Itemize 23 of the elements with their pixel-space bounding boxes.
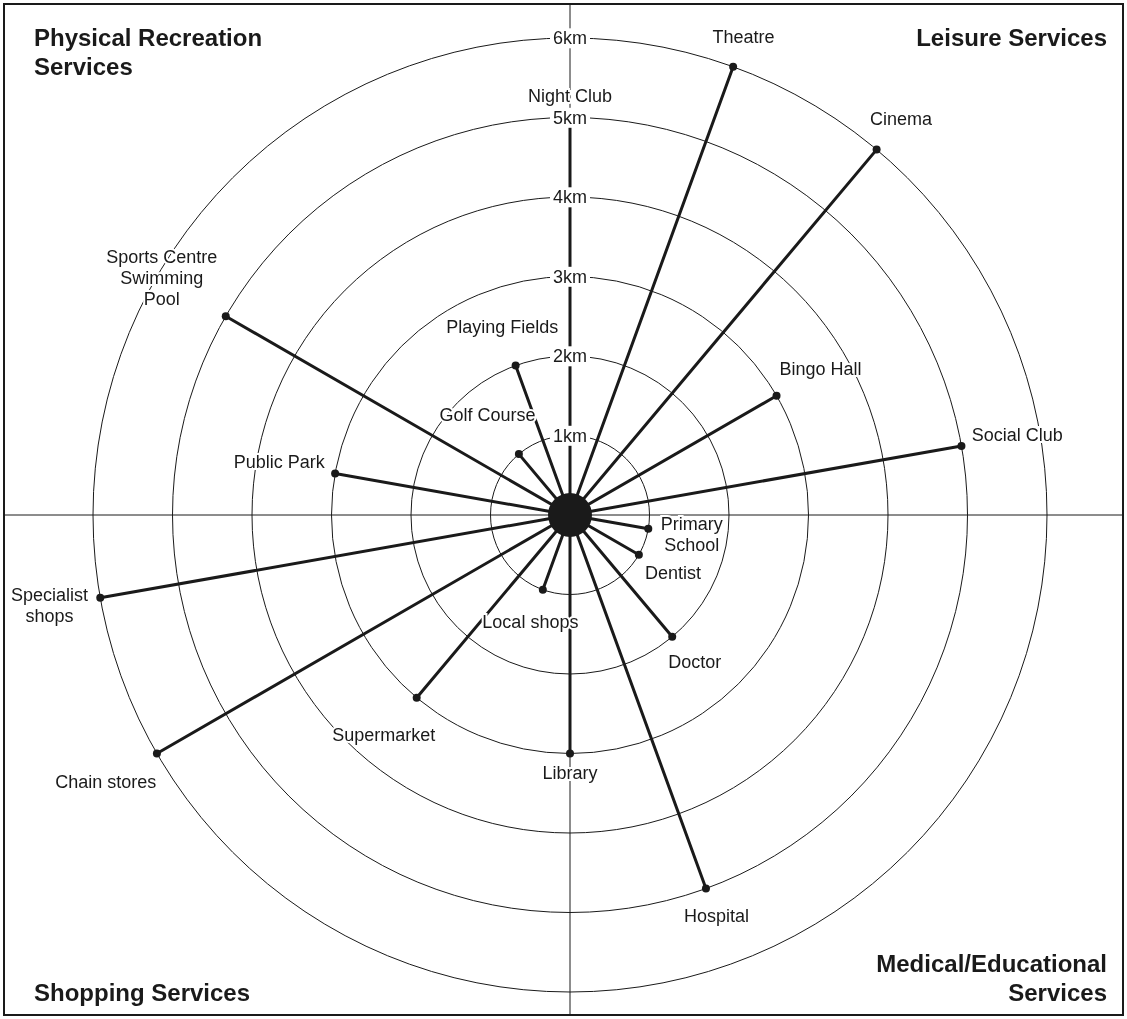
y-tick-label: 6km bbox=[552, 28, 588, 49]
spoke-label: Night Club bbox=[527, 85, 613, 106]
y-tick-label: 3km bbox=[552, 266, 588, 287]
spoke-label: Supermarket bbox=[332, 725, 436, 746]
text: Medical/Educational Services bbox=[876, 950, 1107, 1006]
spoke-label: Doctor bbox=[668, 652, 722, 673]
spoke-label: Social Club bbox=[971, 424, 1063, 445]
spoke-label: Playing Fields bbox=[446, 317, 559, 338]
spoke-label: Specialist shops bbox=[10, 584, 88, 626]
spoke-label: Hospital bbox=[684, 906, 750, 927]
spoke-label: Sports Centre Swimming Pool bbox=[106, 246, 218, 309]
spoke-label: Theatre bbox=[712, 26, 775, 47]
spoke-label: Chain stores bbox=[55, 771, 157, 792]
y-tick-label: 1km bbox=[552, 425, 588, 446]
text: Physical Recreation Services bbox=[34, 24, 263, 80]
y-tick-label: 2km bbox=[552, 346, 588, 367]
text: Leisure Services bbox=[916, 24, 1107, 51]
spoke-label: Library bbox=[542, 762, 598, 783]
text: Shopping Services bbox=[34, 979, 251, 1006]
y-tick-label: 4km bbox=[552, 187, 588, 208]
spoke-label: Cinema bbox=[870, 109, 934, 129]
spoke-label: Primary School bbox=[660, 514, 723, 556]
spoke-label: Dentist bbox=[645, 563, 702, 584]
